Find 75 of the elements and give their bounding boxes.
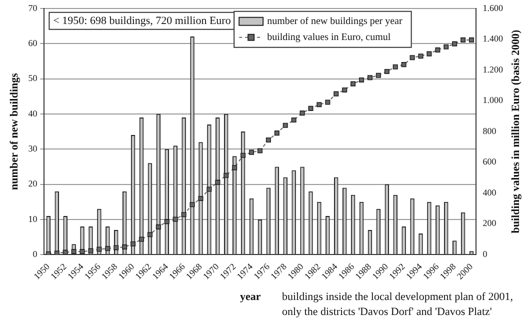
point: [232, 165, 238, 170]
y-tick-label: 10: [28, 214, 38, 224]
y2-tick-label: 200: [482, 218, 497, 228]
point: [147, 232, 152, 238]
point: [410, 55, 415, 60]
point: [376, 72, 381, 78]
y-tick-label: 0: [32, 248, 38, 259]
point: [198, 196, 204, 201]
point: [418, 54, 424, 59]
point: [367, 75, 372, 80]
y2-axis-title: building values in million Euro (basis 2000): [510, 30, 522, 234]
point: [257, 148, 262, 154]
legend-label: number of new buildings per year: [267, 16, 403, 28]
point: [224, 172, 229, 178]
legend-label: building values in Euro, cumul: [267, 32, 391, 44]
y2-tick-label: 400: [482, 187, 497, 198]
y-tick-label: 60: [28, 38, 38, 48]
point: [342, 87, 348, 92]
point: [172, 216, 178, 222]
point: [88, 248, 94, 254]
point: [105, 246, 110, 251]
y2-tick-label: 600: [482, 156, 497, 167]
point: [401, 62, 406, 68]
y-tick-label: 40: [28, 108, 38, 118]
annotation: < 1950: 698 buildings, 720 million Euro: [53, 14, 232, 27]
point: [215, 180, 220, 185]
y2-tick-label: 1.600: [482, 2, 504, 13]
y-tick-label: 70: [28, 2, 38, 13]
point: [274, 130, 280, 136]
point: [316, 102, 322, 108]
point: [334, 91, 339, 96]
point: [156, 224, 161, 230]
x-axis-title: year: [240, 290, 261, 303]
y-tick-label: 30: [28, 143, 38, 154]
point: [452, 41, 458, 46]
y2-tick-label: 1.400: [482, 34, 504, 44]
point: [190, 202, 195, 208]
point: [282, 122, 288, 128]
point: [392, 64, 398, 70]
point: [54, 250, 60, 255]
point: [130, 241, 136, 246]
point: [266, 137, 271, 143]
point: [350, 81, 356, 86]
point: [308, 106, 314, 111]
point: [80, 249, 85, 254]
y-axis-title: number of new buildings: [8, 72, 20, 190]
y2-tick-label: 1.000: [482, 95, 504, 106]
point: [71, 249, 76, 254]
y2-tick-label: 800: [482, 126, 497, 136]
y-tick-label: 20: [28, 178, 38, 189]
point: [96, 246, 102, 252]
point: [206, 186, 212, 192]
point: [122, 244, 128, 250]
point: [325, 100, 330, 105]
point: [384, 68, 390, 74]
point: [181, 212, 186, 218]
point: [46, 251, 51, 255]
point: [114, 245, 119, 250]
y2-tick-label: 0: [482, 248, 488, 259]
point: [358, 77, 364, 82]
point: [460, 37, 466, 42]
point: [164, 219, 170, 224]
point: [138, 236, 144, 242]
y-tick-label: 50: [28, 73, 38, 84]
point: [469, 37, 474, 42]
point: [62, 250, 68, 255]
point: [300, 110, 305, 116]
text: buildings inside the local development plan of 2001, only the districts 'Davos Dorf' and 'Davos Platz': [282, 290, 514, 318]
point: [240, 152, 246, 158]
y2-tick-label: 1.200: [482, 64, 504, 74]
point: [248, 150, 254, 155]
point: [426, 51, 432, 56]
point: [444, 44, 449, 50]
point: [435, 47, 440, 52]
point: [291, 117, 296, 122]
